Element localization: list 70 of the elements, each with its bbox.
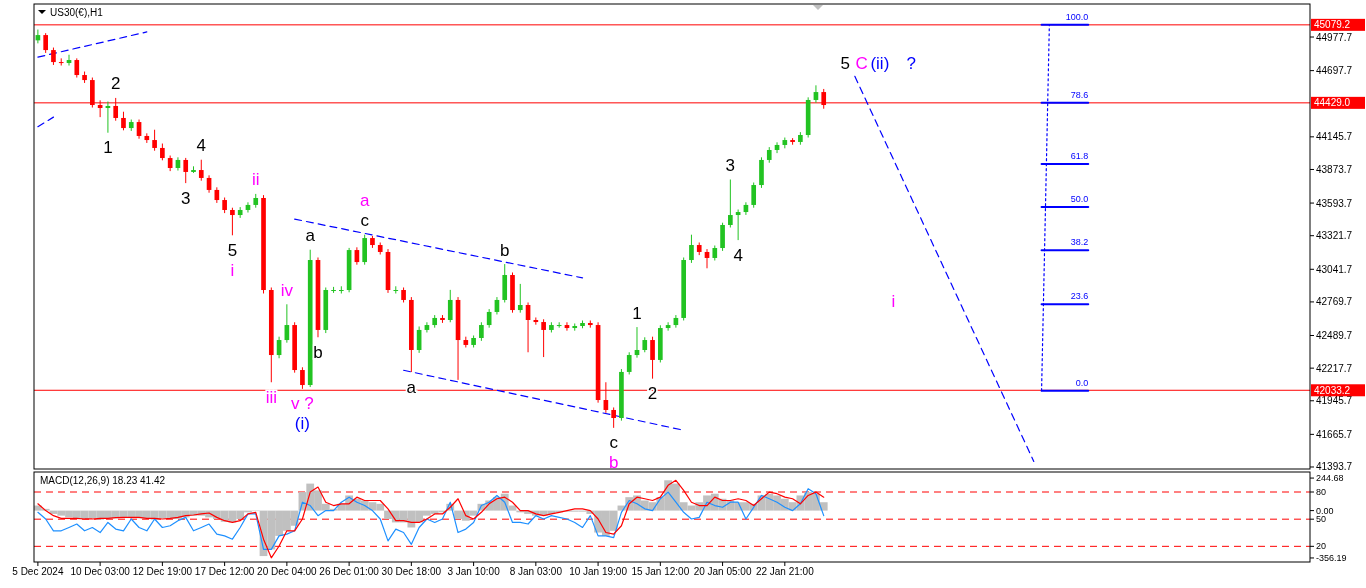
annotation: 4	[733, 245, 743, 265]
series-label: 38.2	[1070, 237, 1089, 248]
annotation: b	[313, 342, 323, 362]
y-tick-label: 44145.7	[1316, 131, 1353, 143]
ref-line-label: 42033.2	[1314, 384, 1351, 396]
annotation: ?	[906, 54, 916, 74]
annotation: iv	[280, 280, 294, 300]
x-tick-label: 10 Jan 19:00	[569, 566, 628, 577]
series-label: 50.0	[1070, 194, 1089, 205]
annotation: c	[609, 433, 619, 453]
annotation: 2	[110, 74, 121, 94]
annotation: ii	[251, 170, 260, 190]
y-tick-label: 44977.7	[1316, 31, 1353, 43]
y-tick-label: 244.68	[1316, 473, 1344, 484]
y-tick-label: 41665.7	[1316, 428, 1353, 440]
y-tick-label: 42489.7	[1316, 330, 1353, 342]
series-label: 100.0	[1065, 11, 1089, 22]
chart-title: MACD(12,26,9) 18.23 41.42	[40, 475, 166, 486]
chart-title: US30(€),H1	[50, 7, 104, 18]
y-tick-label: 43321.7	[1316, 230, 1353, 242]
series-label: 23.6	[1070, 291, 1089, 302]
y-tick-label: 44697.7	[1316, 65, 1353, 77]
x-tick-label: 12 Dec 19:00	[132, 566, 193, 577]
annotation: i	[230, 260, 235, 280]
annotation: b	[499, 240, 510, 260]
annotation: v ?	[291, 394, 314, 414]
annotation: 1	[632, 303, 642, 323]
annotation: i	[891, 292, 896, 312]
annotation: (i)	[294, 414, 310, 434]
x-tick-label: 17 Dec 12:00	[194, 566, 255, 577]
y2-tick-label: 20	[1316, 541, 1327, 552]
y-tick-label: 41393.7	[1316, 461, 1353, 473]
x-tick-label: 5 Dec 2024	[12, 566, 64, 577]
annotation: 5	[840, 54, 850, 74]
y-tick-label: 0.00	[1316, 505, 1334, 516]
x-tick-label: 26 Dec 01:00	[319, 566, 380, 577]
ref-line-label: 45079.2	[1314, 19, 1351, 31]
x-tick-label: 20 Dec 04:00	[257, 566, 318, 577]
series-label: 61.8	[1070, 150, 1089, 161]
annotation: iii	[265, 387, 277, 407]
x-tick-label: 15 Jan 12:00	[631, 566, 690, 577]
x-tick-label: 3 Jan 10:00	[447, 566, 501, 577]
y2-tick-label: 80	[1316, 487, 1327, 498]
y-tick-label: 42769.7	[1316, 296, 1353, 308]
annotation: a	[359, 191, 370, 211]
y-tick-label: -356.19	[1316, 552, 1347, 563]
ref-line-label: 44429.0	[1314, 97, 1351, 109]
annotation: a	[305, 226, 316, 246]
y-tick-label: 43041.7	[1316, 263, 1353, 275]
annotation: 1	[103, 138, 113, 158]
y-tick-label: 43593.7	[1316, 197, 1353, 209]
y-tick-label: 43873.7	[1316, 163, 1353, 175]
series-label: 78.6	[1070, 89, 1089, 100]
annotation: c	[360, 211, 370, 231]
annotation: (ii)	[870, 54, 890, 74]
x-tick-label: 8 Jan 03:00	[509, 566, 563, 577]
y2-tick-label: 50	[1316, 514, 1327, 525]
annotation: 3	[725, 156, 736, 176]
x-tick-label: 10 Dec 03:00	[70, 566, 131, 577]
annotation: b	[608, 453, 619, 473]
annotation: 5	[227, 240, 238, 260]
x-tick-label: 22 Jan 21:00	[755, 566, 815, 577]
y-tick-label: 42217.7	[1316, 362, 1353, 374]
x-tick-label: 30 Dec 18:00	[381, 566, 442, 577]
annotation: 4	[196, 136, 207, 156]
annotation: 3	[180, 188, 191, 208]
x-tick-label: 20 Jan 05:00	[693, 566, 752, 577]
series-label: 0.0	[1075, 377, 1089, 388]
annotation: C	[855, 54, 868, 74]
y-tick-label: 41945.7	[1316, 395, 1353, 407]
